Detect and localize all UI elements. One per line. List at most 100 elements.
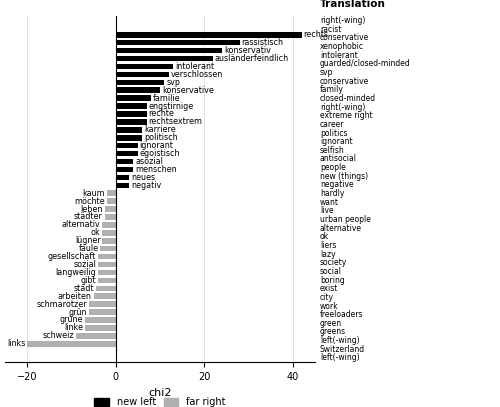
Text: rechts: rechts [304,30,328,39]
Text: ok: ok [91,228,101,237]
Bar [116,151,138,156]
Text: rechtsextrem: rechtsextrem [148,117,203,127]
Text: liers: liers [320,241,336,250]
Text: lazy: lazy [320,249,336,258]
Text: intolerant: intolerant [175,62,214,71]
Text: politisch: politisch [144,133,178,142]
Text: ignorant: ignorant [320,137,352,146]
Text: links: links [7,339,26,348]
Text: verschlossen: verschlossen [170,70,223,79]
Bar [116,119,146,125]
Text: städter: städter [74,212,103,221]
Text: racist: racist [320,25,342,34]
Text: rassistisch: rassistisch [242,38,284,47]
Text: familie: familie [153,94,180,103]
Bar [116,32,302,37]
Bar [104,206,116,212]
Bar [116,103,146,109]
Text: kaum: kaum [82,189,105,198]
Bar [116,143,138,149]
Text: Translation: Translation [320,0,386,9]
Text: live: live [320,206,334,215]
Text: schmarotzer: schmarotzer [36,300,88,309]
Text: ausländerfeindlich: ausländerfeindlich [215,54,289,63]
Text: work: work [320,302,338,311]
Text: langweilig: langweilig [56,268,96,277]
Bar [84,325,116,330]
Bar [89,309,116,315]
Text: urban people: urban people [320,215,371,224]
Text: grüne: grüne [60,315,83,324]
Bar [27,341,116,346]
Text: negativ: negativ [131,181,161,190]
Text: greens: greens [320,328,346,337]
Bar [102,238,116,243]
Text: right(-wing): right(-wing) [320,16,366,25]
Text: politics: politics [320,129,347,138]
Text: society: society [320,258,347,267]
Text: city: city [320,293,334,302]
Bar [116,95,151,101]
Text: left(-wing): left(-wing) [320,353,360,362]
Text: new (things): new (things) [320,172,368,181]
X-axis label: chi2: chi2 [148,387,172,398]
Text: left(-wing): left(-wing) [320,336,360,345]
Bar [116,182,129,188]
Text: exist: exist [320,284,338,293]
Text: alternativ: alternativ [62,221,100,230]
Text: social: social [320,267,342,276]
Text: freeloaders: freeloaders [320,310,364,319]
Bar [107,198,116,204]
Bar [84,317,116,323]
Text: ignorant: ignorant [140,141,173,150]
Legend: new left, far right: new left, far right [90,393,230,407]
Bar [76,333,116,339]
Text: alternative: alternative [320,224,362,233]
Text: grün: grün [69,308,87,317]
Text: conservative: conservative [320,33,369,42]
Text: want: want [320,198,339,207]
Bar [116,72,169,77]
Bar [116,127,142,133]
Text: faule: faule [78,244,98,253]
Text: boring: boring [320,276,345,284]
Bar [102,230,116,236]
Text: stadt: stadt [74,284,94,293]
Text: Switzerland: Switzerland [320,345,365,354]
Text: gesellschaft: gesellschaft [48,252,96,261]
Text: menschen: menschen [135,165,177,174]
Text: conservative: conservative [320,77,369,85]
Text: konservative: konservative [162,86,214,95]
Text: schweiz: schweiz [42,331,74,340]
Bar [116,56,213,61]
Text: svp: svp [166,78,180,87]
Text: hardly: hardly [320,189,344,198]
Bar [116,79,164,85]
Bar [116,111,146,117]
Bar [116,167,134,172]
Text: arbeiten: arbeiten [58,292,92,301]
Text: family: family [320,85,344,94]
Bar [98,254,116,259]
Text: people: people [320,163,346,172]
Bar [116,159,134,164]
Text: negative: negative [320,180,354,189]
Bar [102,222,116,228]
Text: asozial: asozial [135,157,163,166]
Text: linke: linke [64,324,83,333]
Text: green: green [320,319,342,328]
Text: career: career [320,120,344,129]
Text: gibt: gibt [80,276,96,285]
Bar [100,246,116,252]
Bar [116,135,142,140]
Bar [98,262,116,267]
Text: antisocial: antisocial [320,155,357,164]
Text: leben: leben [80,205,103,214]
Bar [96,285,116,291]
Text: svp: svp [320,68,334,77]
Text: konservativ: konservativ [224,46,270,55]
Text: sozial: sozial [74,260,96,269]
Text: extreme right: extreme right [320,111,372,120]
Bar [107,190,116,196]
Text: right(-wing): right(-wing) [320,103,366,112]
